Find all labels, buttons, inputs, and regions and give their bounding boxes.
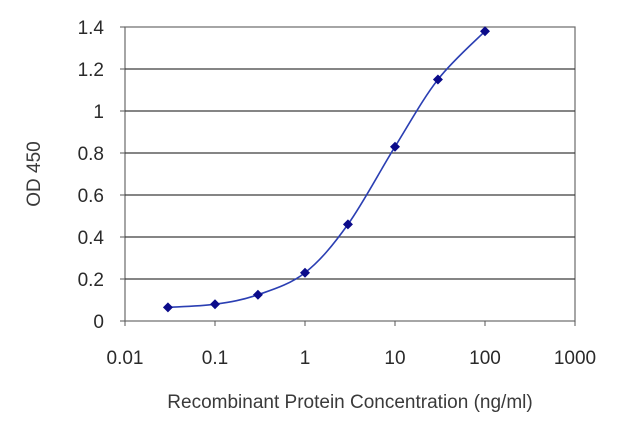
series-curve (167, 30, 486, 309)
data-point-2 (252, 289, 263, 300)
y-axis: 0 0.2 0.4 0.6 0.8 1 1.2 1.4 (78, 18, 125, 333)
grid-lines (125, 68, 575, 280)
data-point-1 (210, 299, 220, 310)
data-point-5 (390, 141, 400, 152)
data-point-3 (300, 267, 310, 278)
y-tick-label: 1.4 (78, 18, 105, 39)
y-tick-label: 1 (93, 102, 104, 123)
y-axis-title: OD 450 (24, 141, 45, 206)
x-tick-label: 10 (384, 348, 405, 369)
data-point-0 (162, 302, 173, 313)
data-points (162, 26, 490, 313)
x-axis-title: Recombinant Protein Concentration (ng/ml… (167, 392, 532, 413)
plot-area (124, 26, 576, 322)
y-tick-label: 0.4 (78, 228, 105, 249)
y-tick-label: 0.6 (78, 186, 104, 207)
y-tick-label: 0.2 (78, 270, 104, 291)
y-tick-label: 0.8 (78, 144, 104, 165)
x-tick-label: 1000 (554, 348, 596, 369)
x-tick-label: 100 (469, 348, 501, 369)
x-tick-label: 1 (300, 348, 311, 369)
data-point-6 (432, 74, 443, 85)
data-point-7 (480, 26, 490, 37)
x-tick-label: 0.01 (107, 348, 144, 369)
y-tick-label: 0 (93, 312, 104, 333)
x-tick-label: 0.1 (202, 348, 228, 369)
y-tick-label: 1.2 (78, 60, 104, 81)
data-point-4 (342, 219, 353, 230)
x-axis: 0.01 0.1 1 10 100 1000 (107, 321, 596, 369)
